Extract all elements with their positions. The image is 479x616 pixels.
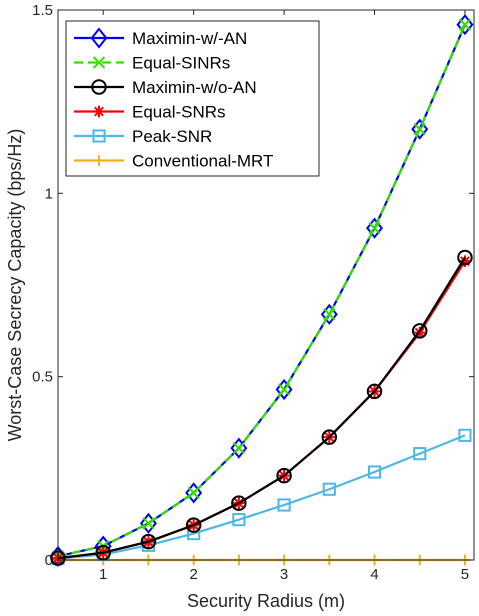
series-line [57,256,466,560]
series-line [57,434,466,560]
data-point [413,447,427,461]
legend: Maximin-w/-AN Equal-SINRs Maximin-w/o-AN Eq… [65,20,320,177]
y-tick-label: 0.5 [32,369,53,386]
data-point [95,544,111,561]
data-point [93,155,105,166]
legend-item: Maximin-w/-AN [74,27,247,49]
legend-label: Maximin-w/o-AN [132,78,257,97]
data-point [323,308,336,321]
x-tick-label: 4 [370,566,378,583]
data-point [185,482,203,504]
x-axis-label: Security Radius (m) [187,591,345,611]
data-point [458,18,472,31]
data-point [276,467,292,484]
data-point [232,442,245,455]
x-tick-label: 1 [99,566,107,583]
data-point [459,255,471,268]
x-tick-label: 2 [189,566,197,583]
x-tick-label: 3 [280,566,288,583]
legend-label: Equal-SINRs [132,54,230,73]
data-point [457,249,473,266]
data-point [321,429,338,445]
series-line [57,24,466,558]
y-axis: 0 0.5 1 1.5 [32,2,474,569]
data-point [275,378,293,401]
data-point [187,486,200,500]
data-point [92,56,106,69]
legend-item: Equal-SINRs [74,54,230,73]
series-maximin-w-o-an [50,249,473,566]
data-point [142,517,155,530]
y-axis-label: Worst-Case Secrecy Capacity (bps/Hz) [5,129,25,442]
plot-frame [57,9,475,561]
data-point [320,303,338,325]
data-point [277,498,291,512]
x-tick-label: 5 [461,566,469,583]
data-point [322,482,336,496]
legend-label: Conventional-MRT [132,152,273,171]
data-point [458,428,472,442]
data-point [366,383,383,400]
legend-item: Maximin-w/o-AN [74,78,257,97]
data-point [185,517,202,533]
legend-label: Equal-SNRs [132,103,226,122]
data-point [368,222,381,235]
data-point [93,105,105,118]
data-point [277,383,291,396]
data-point [413,123,426,136]
data-point [140,533,157,550]
legend-item: Equal-SNRs [74,103,226,122]
data-point [411,118,429,140]
data-point [456,14,474,36]
data-point [231,495,247,511]
legend-label: Maximin-w/-AN [132,29,247,48]
data-point [92,129,106,143]
y-tick-label: 0 [45,552,53,569]
data-point [91,79,107,95]
legend-label: Peak-SNR [132,127,212,146]
legend-item: Peak-SNR [74,127,212,146]
legend-box [65,20,320,177]
data-point [230,437,248,459]
data-point [366,217,384,239]
legend-item: Conventional-MRT [74,152,273,171]
data-point [367,465,382,479]
data-point [411,323,428,339]
y-tick-label: 1.5 [32,2,53,19]
data-point [232,513,246,527]
data-point [90,27,108,49]
y-tick-label: 1 [45,185,53,202]
